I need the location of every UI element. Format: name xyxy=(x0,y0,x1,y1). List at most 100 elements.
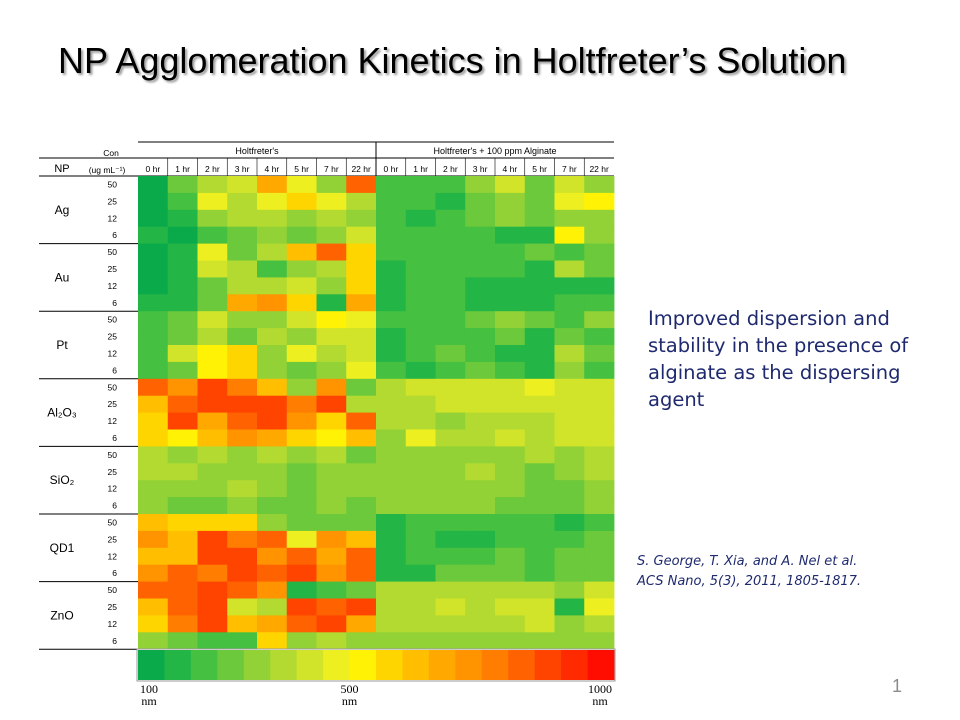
heatmap-cell xyxy=(435,176,466,194)
heatmap-cell xyxy=(495,615,526,633)
heatmap-cell xyxy=(197,260,228,278)
heatmap-cell xyxy=(286,530,317,549)
heatmap-cell xyxy=(495,547,526,566)
heatmap-cell xyxy=(227,632,258,650)
heatmap-cell xyxy=(495,311,526,329)
heatmap-cell xyxy=(316,209,347,228)
heatmap-cell xyxy=(405,378,436,397)
callout-text: Improved dispersion and stability in the… xyxy=(648,307,909,411)
heatmap-cell xyxy=(435,615,466,633)
header-con: Con xyxy=(103,148,119,158)
heatmap-cell xyxy=(346,328,377,346)
heatmap-cell xyxy=(257,598,288,616)
heatmap-cell xyxy=(257,615,288,633)
heatmap-cell xyxy=(405,429,436,447)
heatmap-cell xyxy=(197,463,228,481)
heatmap-cell xyxy=(495,564,526,582)
heatmap-cell xyxy=(227,480,258,498)
heatmap-cell xyxy=(138,514,169,532)
heatmap-cell xyxy=(167,632,198,650)
con-label: 12 xyxy=(108,551,118,561)
scale-swatch xyxy=(190,650,218,680)
heatmap-cell xyxy=(167,328,198,346)
heatmap-cell xyxy=(138,632,169,650)
heatmap-cell xyxy=(197,361,228,380)
heatmap-cell xyxy=(197,497,228,515)
heatmap-cell xyxy=(227,209,258,228)
con-label: 25 xyxy=(108,602,118,612)
heatmap-cell xyxy=(227,463,258,481)
heatmap-cell xyxy=(495,514,526,532)
time-label: 0 hr xyxy=(384,164,399,174)
heatmap-cell xyxy=(197,412,228,430)
heatmap-cell xyxy=(435,277,466,295)
heatmap-cell xyxy=(197,243,228,261)
heatmap-cell xyxy=(346,361,377,380)
heatmap-cell xyxy=(316,581,347,599)
time-label: 1 hr xyxy=(413,164,428,174)
heatmap-cell xyxy=(227,328,258,346)
heatmap-cell xyxy=(346,209,377,228)
heatmap-cell xyxy=(167,412,198,430)
heatmap-cell xyxy=(257,361,288,380)
heatmap-cell xyxy=(376,243,407,261)
heatmap-cell xyxy=(376,378,407,397)
heatmap-cell xyxy=(495,598,526,616)
heatmap-cell xyxy=(286,345,317,363)
heatmap-cell xyxy=(376,615,407,633)
heatmap-cell xyxy=(554,530,585,549)
header-con-unit: (ug mL⁻¹) xyxy=(89,165,126,175)
heatmap-cell xyxy=(316,277,347,295)
con-label: 50 xyxy=(108,450,118,460)
heatmap-cell xyxy=(197,564,228,582)
heatmap-cell xyxy=(197,598,228,616)
heatmap-cell xyxy=(257,632,288,650)
heatmap-cell xyxy=(465,480,496,498)
heatmap-cell xyxy=(316,192,347,211)
heatmap-cell xyxy=(495,480,526,498)
heatmap-cell xyxy=(346,615,377,633)
np-label: ZnO xyxy=(50,608,73,622)
heatmap-cell xyxy=(197,632,228,650)
heatmap-cell xyxy=(197,209,228,228)
heatmap-cell xyxy=(316,564,347,582)
heatmap-cell xyxy=(346,277,377,295)
heatmap-cell xyxy=(346,480,377,498)
heatmap-cell xyxy=(138,395,169,413)
heatmap-cell xyxy=(227,395,258,413)
heatmap-cell xyxy=(584,192,615,211)
heatmap-cell xyxy=(138,209,169,228)
heatmap-cell xyxy=(584,530,615,549)
heatmap-cell xyxy=(257,226,288,244)
heatmap-cell xyxy=(465,260,496,278)
heatmap-cell xyxy=(405,446,436,464)
time-label: 3 hr xyxy=(235,164,250,174)
heatmap-cell xyxy=(524,378,555,397)
heatmap-cell xyxy=(584,345,615,363)
heatmap-cell xyxy=(376,361,407,380)
heatmap-cell xyxy=(435,497,466,515)
time-label: 7 hr xyxy=(324,164,339,174)
heatmap-cell xyxy=(346,345,377,363)
citation-authors: S. George, T. Xia, and A. Nel et al. xyxy=(637,554,858,569)
heatmap-cell xyxy=(376,480,407,498)
heatmap-cell xyxy=(286,412,317,430)
heatmap-cell xyxy=(227,176,258,194)
heatmap-cell xyxy=(524,192,555,211)
heatmap-cell xyxy=(435,530,466,549)
heatmap-cell xyxy=(138,497,169,515)
scale-tick-label: 1000 xyxy=(588,682,612,696)
scale-swatch xyxy=(455,650,483,680)
heatmap-cell xyxy=(524,294,555,312)
heatmap-cell xyxy=(376,446,407,464)
heatmap-cell xyxy=(465,226,496,244)
heatmap-cell xyxy=(554,632,585,650)
heatmap-cell xyxy=(138,328,169,346)
scale-unit-label: nm xyxy=(592,694,608,708)
heatmap-cell xyxy=(376,260,407,278)
heatmap-cell xyxy=(227,429,258,447)
heatmap-cell xyxy=(316,294,347,312)
time-label: 5 hr xyxy=(294,164,309,174)
np-label: Au xyxy=(55,270,70,284)
heatmap-cell xyxy=(465,581,496,599)
